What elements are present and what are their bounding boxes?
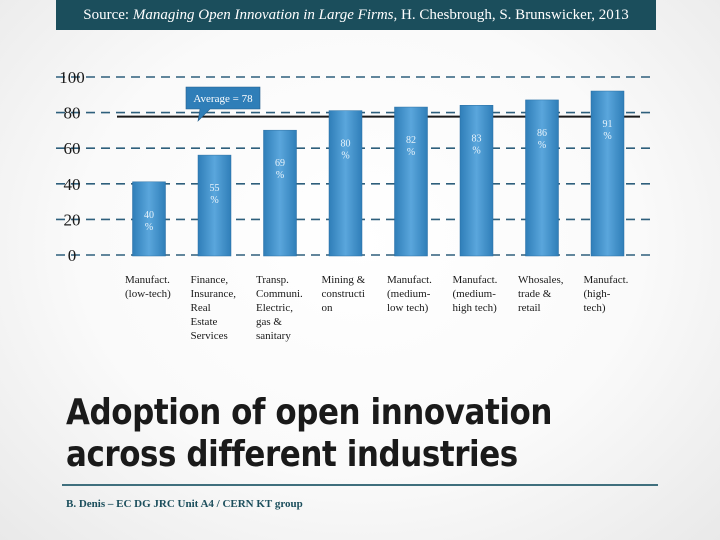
bar-data-label: 80 — [341, 139, 351, 150]
category-label: sanitary — [256, 330, 291, 342]
slide-title-line-2: across different industries — [66, 434, 518, 475]
y-tick-label: 20 — [64, 210, 81, 229]
bar — [459, 105, 494, 257]
category-label: Real — [191, 302, 211, 314]
category-label: high tech) — [453, 302, 498, 314]
bar-data-label: 86 — [537, 128, 547, 139]
bar — [132, 181, 166, 257]
source-authors: , H. Chesbrough, S. Brunswicker, 2013 — [393, 7, 629, 23]
category-label: Manufact. — [584, 274, 629, 286]
y-tick-label: 80 — [64, 104, 81, 123]
y-tick-label: 40 — [64, 175, 81, 194]
category-label: Communi. — [256, 288, 303, 300]
industry-adoption-bar-chart: 0 20 40 60 80 100 40% Manufact. (low-tech) 55% Fin… — [56, 68, 656, 342]
category-label: (high- — [584, 288, 611, 300]
bar — [525, 99, 559, 257]
bar-data-label: % — [276, 170, 284, 181]
slide-title-line-1: Adoption of open innovation — [66, 392, 552, 433]
category-label: Electric, — [256, 302, 293, 314]
bar-data-label: 82 — [406, 135, 416, 146]
category-label: Whosales, — [518, 274, 564, 286]
bar — [394, 106, 428, 257]
y-tick-label: 0 — [68, 246, 77, 265]
category-label: Transp. — [256, 274, 289, 286]
slide-title: Adoption of open innovation across diffe… — [66, 392, 573, 476]
category-label: (medium- — [453, 288, 497, 300]
category-label: Estate — [191, 316, 218, 328]
category-label: gas & — [256, 316, 282, 328]
category-label: low tech) — [387, 302, 429, 314]
bar-data-label: % — [210, 195, 218, 206]
category-label: retail — [518, 302, 541, 314]
y-tick-label: 60 — [64, 139, 81, 158]
bar — [197, 154, 232, 257]
source-prefix: Source: — [83, 7, 133, 23]
bar-data-label: % — [472, 145, 480, 156]
bar — [263, 129, 297, 257]
bar — [590, 90, 625, 257]
average-callout-label: Average = 78 — [193, 93, 253, 105]
category-label: (low-tech) — [125, 288, 171, 300]
category-label: Mining & — [322, 274, 366, 286]
category-label: Manufact. — [387, 274, 432, 286]
bar-data-label: % — [407, 147, 415, 158]
average-callout — [185, 86, 261, 122]
category-label: Finance, — [191, 274, 229, 286]
bar-data-label: 40 — [144, 210, 154, 221]
y-tick-label: 100 — [59, 68, 85, 87]
bar-data-label: 69 — [275, 158, 285, 169]
bar — [328, 110, 363, 257]
source-banner: Source: Managing Open Innovation in Larg… — [56, 0, 656, 30]
category-label: Services — [191, 330, 228, 342]
category-label: Manufact. — [453, 274, 498, 286]
category-label: on — [322, 302, 334, 314]
category-label: trade & — [518, 288, 552, 300]
bar-data-label: 55 — [210, 183, 220, 194]
title-divider — [62, 484, 658, 486]
category-label: tech) — [584, 302, 606, 314]
source-book-title: Managing Open Innovation in Large Firms — [132, 7, 394, 23]
bar-data-label: 91 — [603, 119, 613, 130]
bar-data-label: % — [145, 222, 153, 233]
bar-data-label: 83 — [472, 133, 482, 144]
category-label: (medium- — [387, 288, 431, 300]
category-label: constructi — [322, 288, 365, 300]
bar-data-label: % — [538, 140, 546, 151]
bar-data-label: % — [603, 131, 611, 142]
category-label: Manufact. — [125, 274, 170, 286]
slide-footer: B. Denis – EC DG JRC Unit A4 / CERN KT g… — [66, 498, 303, 510]
category-label: Insurance, — [191, 288, 237, 300]
bar-data-label: % — [341, 151, 349, 162]
